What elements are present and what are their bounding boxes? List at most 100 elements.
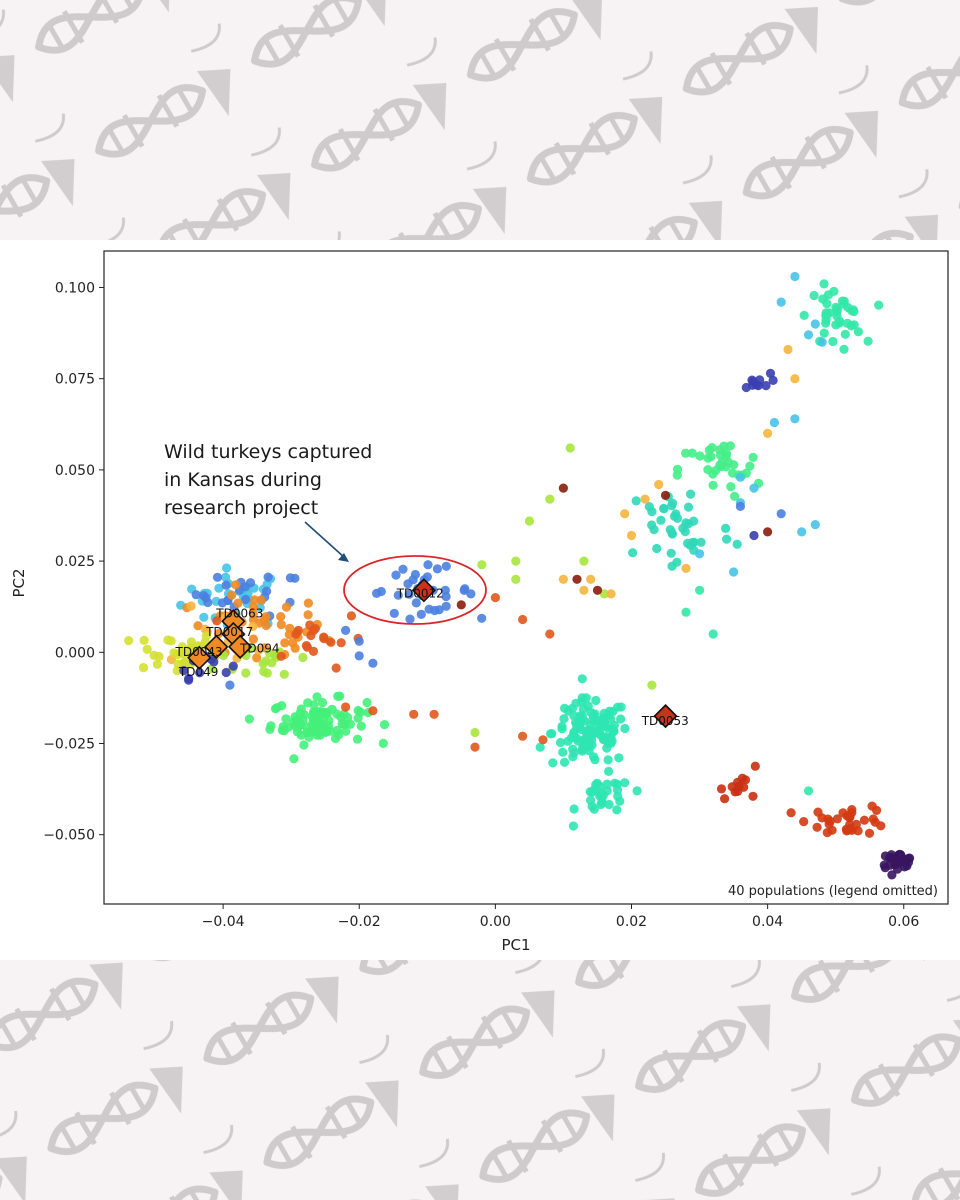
sample-point: [368, 706, 378, 716]
sample-point: [266, 721, 276, 731]
sample-point: [687, 448, 697, 458]
sample-point: [511, 556, 521, 566]
sample-point: [334, 730, 344, 740]
sample-point: [254, 645, 264, 655]
sample-point: [267, 658, 277, 668]
sample-point: [603, 733, 613, 743]
sample-point: [769, 417, 780, 428]
sample-point: [695, 451, 705, 461]
sample-label: TD0063: [215, 607, 263, 621]
y-axis-label: PC2: [10, 568, 28, 597]
sample-point: [292, 727, 303, 737]
population-note: 40 populations (legend omitted): [728, 884, 938, 899]
sample-point: [319, 721, 329, 731]
sample-point: [538, 735, 548, 745]
sample-point: [884, 853, 895, 863]
sample-point: [248, 609, 258, 619]
sample-point: [647, 507, 657, 517]
sample-point: [783, 344, 793, 355]
sample-label: TD0043: [175, 645, 223, 659]
sample-point: [599, 708, 609, 718]
sample-point: [272, 703, 282, 713]
sample-point: [613, 791, 623, 801]
sample-point: [180, 657, 190, 667]
sample-point: [518, 614, 528, 625]
sample-point: [568, 752, 578, 762]
y-tick-label: 0.050: [55, 463, 95, 479]
sample-point: [708, 480, 718, 490]
sample-point: [278, 722, 288, 732]
sample-point: [721, 523, 731, 533]
plot-frame: [103, 250, 949, 905]
sample-point: [470, 727, 480, 738]
sample-point: [732, 539, 742, 549]
sample-point: [331, 663, 341, 673]
sample-point: [667, 561, 677, 571]
sample-point: [558, 483, 569, 493]
sample-point: [310, 624, 320, 634]
sample-point: [545, 629, 555, 639]
sample-point: [610, 778, 620, 788]
sample-point: [558, 574, 569, 584]
sample-point: [221, 667, 231, 678]
sample-point: [577, 746, 587, 756]
sample-point: [626, 530, 637, 541]
x-tick-label: −0.04: [202, 914, 245, 930]
sample-point: [819, 279, 829, 289]
sample-point: [142, 644, 152, 654]
sample-point: [422, 572, 432, 582]
sample-label: TD049: [178, 665, 218, 679]
sample-point: [560, 703, 570, 713]
sample-point: [199, 612, 209, 622]
sample-point: [748, 380, 758, 390]
highlighted-sample-marker: [653, 703, 678, 729]
highlighted-sample-marker: [411, 578, 437, 603]
sample-point: [810, 520, 820, 530]
sample-point: [689, 516, 699, 526]
sample-point: [256, 595, 266, 605]
sample-point: [569, 804, 579, 814]
sample-point: [790, 414, 800, 424]
sample-point: [828, 336, 838, 347]
sample-point: [317, 698, 328, 708]
sample-point: [667, 529, 678, 539]
sample-point: [872, 805, 882, 816]
sample-point: [276, 620, 286, 630]
x-axis: −0.04 −0.02 0.00 0.02 0.04 0.06: [202, 904, 919, 930]
sample-point: [591, 780, 601, 790]
sample-point: [845, 812, 855, 822]
y-tick-label: 0.025: [55, 554, 95, 570]
sample-point: [307, 711, 317, 721]
chart-panel: TD0063 TD0017 TD094 TD0043 TD049 TD0012 TD0053…: [0, 240, 960, 960]
sample-point: [614, 753, 624, 763]
sample-point: [262, 668, 272, 678]
sample-point: [393, 590, 403, 600]
x-axis-label: PC1: [501, 936, 530, 954]
sample-point: [686, 489, 696, 499]
sample-point: [441, 601, 451, 611]
sample-point: [672, 470, 682, 480]
sample-point: [715, 460, 725, 470]
sample-point: [847, 805, 857, 815]
sample-point: [221, 580, 231, 590]
sample-point: [571, 698, 581, 708]
sample-point: [578, 704, 588, 714]
sample-point: [430, 605, 440, 616]
sample-point: [356, 721, 366, 731]
sample-point: [214, 583, 224, 593]
sample-point: [299, 740, 309, 750]
sample-label: TD0012: [396, 587, 444, 601]
sample-point: [290, 712, 300, 722]
sample-point: [315, 730, 325, 740]
sample-point: [745, 461, 755, 471]
sample-point: [885, 860, 895, 870]
sample-point: [832, 304, 843, 314]
sample-point: [477, 560, 487, 570]
sample-point: [819, 328, 829, 338]
sample-point: [460, 584, 470, 594]
callout-line-1: Wild turkeys captured: [164, 441, 372, 463]
sample-point: [319, 633, 329, 644]
sample-point: [309, 700, 319, 710]
sample-point: [696, 537, 706, 547]
sample-point: [199, 591, 209, 601]
